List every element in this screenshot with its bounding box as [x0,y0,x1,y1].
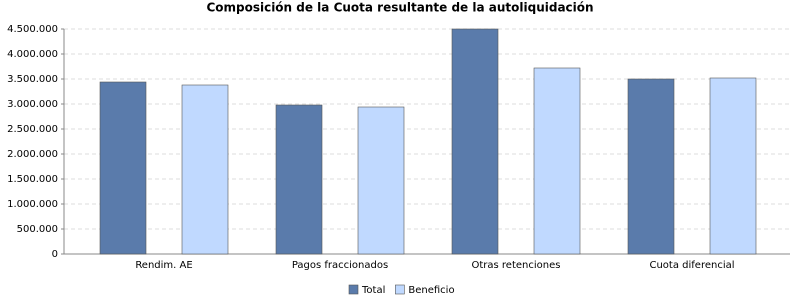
y-tick-label: 2.000.000 [7,149,58,160]
bar [181,84,229,255]
bar [709,77,757,255]
y-tick-label: 4.000.000 [7,49,58,60]
x-tick-label: Pagos fraccionados [292,260,388,271]
bar [275,104,323,255]
y-tick-label: 1.000.000 [7,199,58,210]
y-tick-label: 4.500.000 [7,24,58,35]
bar [99,81,147,255]
chart-title: Composición de la Cuota resultante de la… [206,1,593,15]
x-tick-label: Cuota diferencial [649,260,734,271]
legend-swatch [348,284,359,295]
y-tick-label: 2.500.000 [7,124,58,135]
bar [627,78,675,255]
y-tick-label: 1.500.000 [7,174,58,185]
x-tick-label: Rendim. AE [135,260,192,271]
bar [533,67,581,255]
y-tick-label: 3.500.000 [7,74,58,85]
legend-label: Total [361,285,385,296]
x-tick-label: Otras retenciones [472,260,561,271]
y-tick-label: 500.000 [17,224,58,235]
legend-swatch [395,284,405,295]
legend-label: Beneficio [408,285,454,296]
y-tick-label: 0 [52,249,58,260]
bar [451,28,499,255]
y-tick-label: 3.000.000 [7,99,58,110]
bar [357,106,405,255]
